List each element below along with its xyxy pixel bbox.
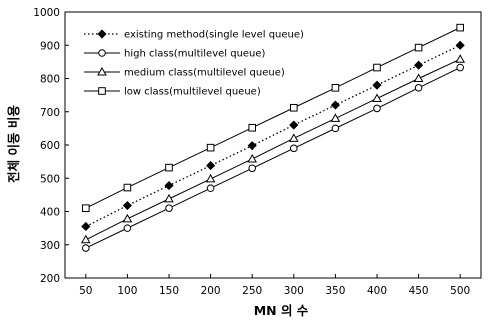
- axes: 200 300 400 500 600 700 800 900 1000 50 100 150 200 2…: [33, 7, 482, 297]
- y-tick-label: 1000: [33, 7, 60, 19]
- data-point-circle: [290, 144, 298, 153]
- x-tick-label: 50: [79, 285, 92, 297]
- y-tick-label: 800: [40, 74, 60, 86]
- data-point-triangle: [288, 133, 299, 142]
- data-point-square: [373, 63, 381, 72]
- data-point-square: [456, 23, 464, 32]
- data-point-triangle: [247, 153, 258, 163]
- data-point-diamond: [289, 120, 299, 130]
- data-point-square: [82, 204, 90, 212]
- data-point-square: [290, 103, 298, 112]
- series-2: [82, 63, 465, 252]
- data-point-triangle: [164, 193, 174, 203]
- y-tick-label: 900: [40, 40, 60, 52]
- y-tick-label: 300: [40, 240, 60, 252]
- data-point-circle: [456, 63, 465, 72]
- data-point-circle: [123, 224, 132, 232]
- data-point-diamond: [330, 100, 340, 110]
- x-tick-label: 350: [325, 285, 345, 297]
- data-point-triangle: [372, 93, 382, 102]
- legend-item-1: existing method(single level queue): [84, 29, 304, 41]
- x-tick-label: 400: [367, 285, 387, 297]
- y-tick-label: 700: [40, 107, 60, 119]
- series-line: [85, 58, 461, 241]
- series-1: [81, 40, 465, 232]
- legend-item-4: low class(multilevel queue): [84, 87, 261, 98]
- x-axis-title: MN 의 수: [254, 303, 309, 318]
- data-point-circle: [165, 204, 173, 212]
- y-axis-title: 전체 이동 비용: [6, 105, 21, 183]
- data-point-circle: [82, 244, 90, 252]
- y-tick-label: 200: [40, 273, 60, 285]
- data-point-diamond: [372, 80, 382, 90]
- data-point-circle: [206, 184, 215, 193]
- data-point-triangle: [455, 54, 466, 63]
- legend: existing method(single level queue) high …: [84, 29, 304, 98]
- data-point-square: [414, 43, 423, 52]
- x-tick-label: 450: [409, 285, 429, 297]
- series-line: [85, 44, 461, 228]
- legend-item-2: high class(multilevel queue): [84, 49, 266, 60]
- data-point-square: [98, 87, 106, 95]
- x-tick-label: 150: [159, 285, 179, 297]
- data-point-triangle: [330, 113, 341, 122]
- legend-label: medium class(multilevel queue): [124, 68, 285, 79]
- legend-label: existing method(single level queue): [124, 30, 304, 41]
- data-point-circle: [373, 104, 381, 113]
- data-point-diamond: [97, 29, 107, 39]
- legend-item-3: medium class(multilevel queue): [84, 66, 285, 79]
- series-layer: [80, 23, 466, 252]
- data-point-diamond: [81, 221, 91, 232]
- data-point-square: [165, 163, 173, 172]
- data-point-diamond: [206, 161, 216, 171]
- data-point-square: [248, 123, 256, 132]
- data-point-diamond: [455, 40, 465, 50]
- y-tick-label: 400: [40, 207, 60, 219]
- y-tick-label: 500: [40, 173, 60, 185]
- series-line: [85, 67, 461, 249]
- data-point-circle: [414, 84, 423, 92]
- data-point-triangle: [80, 234, 91, 244]
- data-point-circle: [331, 124, 340, 133]
- x-tick-label: 250: [242, 285, 262, 297]
- series-line: [85, 27, 461, 209]
- data-point-diamond: [164, 180, 174, 191]
- data-point-circle: [98, 49, 106, 57]
- series-4: [82, 23, 464, 212]
- y-tick-label: 600: [40, 140, 60, 152]
- data-point-diamond: [414, 60, 424, 70]
- data-point-square: [206, 143, 215, 152]
- data-point-triangle: [122, 213, 133, 223]
- data-point-diamond: [122, 200, 132, 211]
- series-3: [80, 54, 466, 244]
- x-tick-label: 200: [201, 285, 221, 297]
- x-tick-label: 500: [450, 285, 470, 297]
- data-point-triangle: [97, 66, 107, 76]
- data-point-triangle: [205, 173, 216, 183]
- data-point-diamond: [247, 141, 257, 151]
- data-point-square: [331, 84, 340, 92]
- data-point-square: [123, 183, 132, 192]
- data-point-triangle: [413, 73, 424, 82]
- data-point-circle: [248, 164, 256, 173]
- x-tick-label: 100: [117, 285, 137, 297]
- legend-label: high class(multilevel queue): [124, 49, 266, 60]
- legend-label: low class(multilevel queue): [124, 87, 261, 98]
- x-tick-label: 300: [284, 285, 304, 297]
